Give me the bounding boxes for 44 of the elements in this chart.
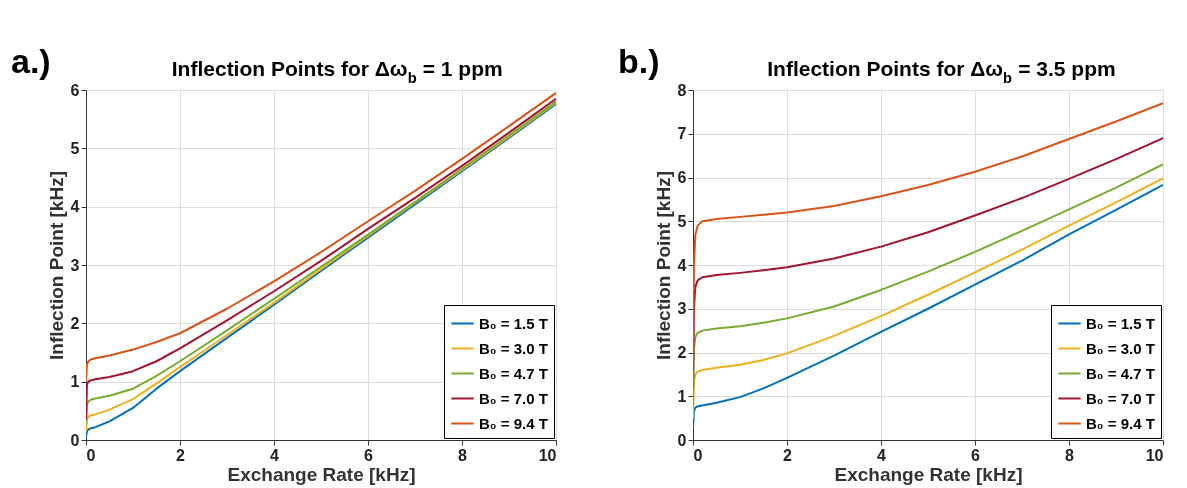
x-tick-label: 0 bbox=[86, 446, 96, 464]
x-tick-label: 6 bbox=[364, 446, 374, 464]
y-tick-label: 1 bbox=[70, 373, 80, 391]
x-tick-label: 10 bbox=[1145, 446, 1164, 464]
y-tick-label: 6 bbox=[677, 169, 687, 186]
y-axis-title: Inflection Point [kHz] bbox=[652, 171, 674, 360]
legend-label: B₀ = 7.0 T bbox=[1086, 389, 1155, 407]
y-tick-label: 2 bbox=[677, 344, 687, 361]
x-tick-label: 6 bbox=[971, 446, 981, 464]
y-tick-label: 5 bbox=[70, 139, 80, 157]
y-tick-label: 2 bbox=[70, 314, 80, 332]
y-tick-label: 1 bbox=[677, 387, 687, 405]
y-tick-label: 4 bbox=[677, 256, 687, 274]
x-tick-label: 0 bbox=[693, 446, 703, 464]
legend-label: B₀ = 7.0 T bbox=[479, 389, 548, 407]
y-tick-label: 8 bbox=[677, 81, 687, 99]
x-tick-label: 4 bbox=[270, 446, 280, 464]
legend-label: B₀ = 4.7 T bbox=[479, 364, 548, 382]
legend-label: B₀ = 4.7 T bbox=[1086, 364, 1155, 382]
legend-label: B₀ = 1.5 T bbox=[479, 314, 548, 332]
y-tick-label: 6 bbox=[70, 81, 80, 99]
y-tick-label: 3 bbox=[70, 256, 80, 274]
y-tick-label: 5 bbox=[677, 212, 687, 230]
legend-label: B₀ = 9.4 T bbox=[1086, 414, 1155, 432]
legend-label: B₀ = 3.0 T bbox=[479, 339, 548, 357]
text: a.) bbox=[11, 42, 51, 80]
x-tick-label: 2 bbox=[783, 446, 793, 464]
x-tick-label: 4 bbox=[877, 446, 887, 464]
legend-label: B₀ = 1.5 T bbox=[1086, 314, 1155, 332]
legend-label: B₀ = 3.0 T bbox=[1086, 339, 1155, 357]
y-tick-label: 7 bbox=[677, 125, 687, 143]
x-tick-label: 2 bbox=[176, 446, 186, 464]
x-tick-label: 10 bbox=[538, 446, 557, 464]
x-axis-title: Exchange Rate [kHz] bbox=[834, 463, 1023, 485]
y-axis-title: Inflection Point [kHz] bbox=[45, 171, 67, 360]
x-tick-label: 8 bbox=[1065, 446, 1075, 464]
x-axis-title: Exchange Rate [kHz] bbox=[227, 463, 416, 485]
x-tick-label: 8 bbox=[458, 446, 468, 464]
y-tick-label: 0 bbox=[677, 431, 687, 449]
y-tick-label: 4 bbox=[70, 198, 80, 216]
y-tick-label: 3 bbox=[677, 300, 687, 318]
y-tick-label: 0 bbox=[70, 431, 80, 449]
legend-label: B₀ = 9.4 T bbox=[479, 414, 548, 432]
text: b.) bbox=[618, 42, 660, 80]
